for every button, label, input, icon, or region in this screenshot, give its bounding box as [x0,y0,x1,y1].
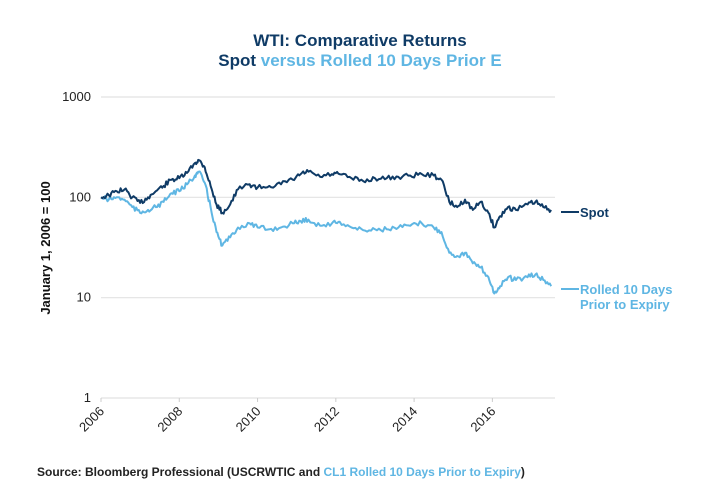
x-tick-label: 2008 [154,404,185,435]
legend-label: Spot [580,205,610,220]
y-axis-label: January 1, 2006 = 100 [38,181,53,314]
y-tick-label: 100 [69,189,91,204]
source-note: Source: Bloomberg Professional (USCRWTIC… [37,465,525,479]
gridlines [101,96,555,399]
series-line-spot [100,158,552,229]
subtitle-rolled: versus Rolled 10 Days Prior E [256,51,502,70]
y-tick-label: 1000 [62,89,91,104]
series-lines [100,158,553,295]
x-tick-label: 2012 [311,404,342,435]
y-axis-ticks: 1000 100 10 1 [62,89,91,405]
y-tick-label: 1 [84,390,91,405]
x-tick-label: 2016 [467,404,498,435]
legend-label: Prior to Expiry [580,297,670,312]
subtitle-spot: Spot [218,51,257,70]
x-axis-ticks: 2006 2008 2010 2012 2014 2016 [76,398,499,435]
x-tick-label: 2010 [233,404,264,435]
x-tick-label: 2014 [389,404,420,435]
y-tick-label: 10 [77,290,91,305]
series-line-rolled [100,170,553,295]
x-tick-label: 2006 [76,404,107,435]
legend-label: Rolled 10 Days [580,282,673,297]
source-highlight: CL1 Rolled 10 Days Prior to Expiry [323,465,521,479]
chart-subtitle: Spot versus Rolled 10 Days Prior E [0,51,720,71]
source-suffix: ) [520,465,525,479]
source-prefix: Source: Bloomberg Professional (USCRWTIC… [37,465,324,479]
chart-title: WTI: Comparative Returns [253,31,467,50]
